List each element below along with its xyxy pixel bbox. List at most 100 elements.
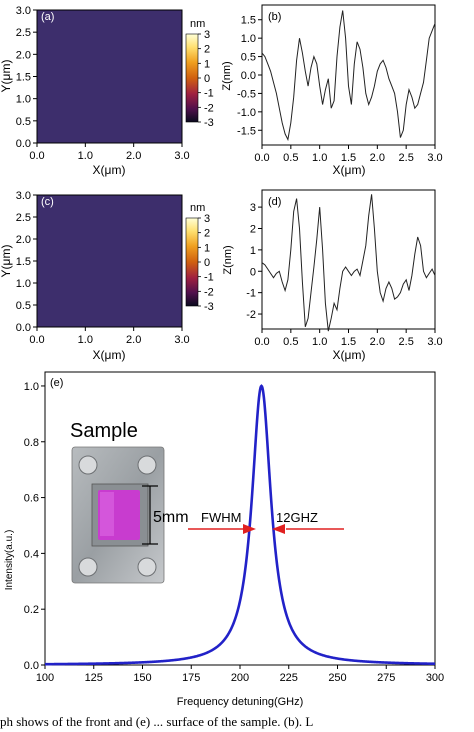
x-tick-label-b: 2.0 — [370, 152, 385, 164]
ylabel-b: Z(nm) — [221, 61, 233, 90]
x-tick-label-d: 1.5 — [341, 336, 356, 348]
ylabel-a: Y(μm) — [0, 60, 13, 93]
y-tick-label-c: 1.0 — [16, 278, 31, 290]
yticks-e: 0.0 0.2 0.4 0.6 0.8 1.0 — [24, 381, 45, 672]
colorbar-tick-label-a: -3 — [204, 117, 214, 129]
y-tick-label-d: -1 — [246, 288, 256, 300]
colorbar-unit-c: nm — [190, 202, 205, 214]
plot-frame-d — [261, 189, 436, 330]
y-tick-label-c: 0.0 — [16, 322, 31, 334]
xticks-d: 0.0 0.5 1.0 1.5 2.0 2.5 3.0 — [254, 329, 443, 348]
xlabel-c: X(μm) — [93, 348, 126, 362]
y-tick-label-b: -1.5 — [237, 125, 256, 137]
x-tick-label-a: 2.0 — [126, 150, 141, 162]
colorbar-tick-label-c: 1 — [204, 242, 210, 254]
dimension-label: 5mm — [153, 509, 189, 526]
sample-crystal-highlight — [100, 492, 114, 536]
y-tick-label-e: 0.2 — [24, 604, 39, 616]
xticks-c: 0.0 1.0 2.0 3.0 — [29, 327, 190, 346]
panel-e: (e) 100 125 150 175 200 225 250 275 300 0.00.20.… — [4, 371, 444, 708]
colorbar-tick-label-a: -1 — [204, 88, 214, 100]
colorbar-tick-label-a: 3 — [204, 29, 210, 41]
x-tick-label-e: 250 — [328, 672, 346, 684]
y-tick-label-c: 0.5 — [16, 300, 31, 312]
xlabel-d: X(μm) — [333, 348, 366, 362]
x-tick-label-d: 0.0 — [254, 336, 269, 348]
yticks-b: 1.5 1.0 0.5 0.0 -0.5 -1.0 -1.5 — [237, 15, 262, 137]
x-tick-label-e: 300 — [426, 672, 444, 684]
y-tick-label-c: 1.5 — [16, 256, 31, 268]
x-tick-label-e: 125 — [85, 672, 103, 684]
y-tick-label-b: 0.0 — [241, 70, 256, 82]
y-tick-label-c: 3.0 — [16, 190, 31, 202]
panel-label-a: (a) — [41, 11, 54, 23]
y-tick-label-a: 0.5 — [16, 116, 31, 128]
figure-caption: ph shows of the front and (e) ... surfac… — [0, 714, 314, 729]
xticks-b: 0.0 0.5 1.0 1.5 2.0 2.5 3.0 — [254, 145, 443, 164]
afm-image-c — [37, 195, 182, 327]
x-tick-label-d: 2.5 — [399, 336, 414, 348]
colorbar-tick-label-c: -2 — [204, 286, 214, 298]
x-tick-label-b: 0.5 — [283, 152, 298, 164]
x-tick-label-e: 100 — [36, 672, 54, 684]
sample-photo-inset — [71, 446, 165, 584]
x-tick-label-e: 225 — [280, 672, 298, 684]
x-tick-label-d: 2.0 — [370, 336, 385, 348]
fwhm-arrow-right-head — [272, 524, 285, 534]
y-tick-label-a: 1.0 — [16, 94, 31, 106]
x-tick-label-d: 1.0 — [312, 336, 327, 348]
x-tick-label-b: 2.5 — [399, 152, 414, 164]
colorbar-c — [185, 217, 199, 307]
xticks-e: 100 125 150 175 200 225 250 275 300 — [36, 665, 444, 684]
x-tick-label-e: 200 — [231, 672, 249, 684]
ylabel-c: Y(μm) — [0, 245, 13, 278]
x-tick-label-d: 3.0 — [427, 336, 442, 348]
x-tick-label-c: 0.0 — [29, 334, 44, 346]
lorentzian-curve-e — [44, 384, 436, 666]
x-tick-label-a: 0.0 — [29, 150, 44, 162]
xlabel-e: Frequency detuning(GHz) — [177, 696, 304, 708]
colorbar-ticks-c: 3 2 1 0 -1 -2 -3 — [198, 213, 214, 313]
xticks-a: 0.0 1.0 2.0 3.0 — [29, 143, 190, 162]
panel-label-d: (d) — [268, 196, 281, 208]
x-tick-label-a: 1.0 — [78, 150, 93, 162]
colorbar-tick-label-c: 3 — [204, 213, 210, 225]
panel-c: (c) 0.0 1.0 2.0 3.0 0.0 0.5 1.0 1.5 2.0 2.5 3.0 X… — [0, 190, 214, 362]
y-tick-label-a: 3.0 — [16, 5, 31, 17]
fwhm-label: FWHM — [201, 510, 241, 525]
profile-line-d — [261, 194, 436, 332]
y-tick-label-d: 3 — [250, 202, 256, 214]
plot-frame-b — [261, 4, 436, 146]
y-tick-label-d: 2 — [250, 223, 256, 235]
fwhm-arrow-left-head — [243, 524, 256, 534]
y-tick-label-a: 2.0 — [16, 49, 31, 61]
x-tick-label-b: 1.0 — [312, 152, 327, 164]
screw-bottom-right — [137, 557, 157, 577]
x-tick-label-d: 0.5 — [283, 336, 298, 348]
colorbar-tick-label-a: 0 — [204, 73, 210, 85]
y-tick-label-a: 1.5 — [16, 72, 31, 84]
y-tick-label-c: 2.5 — [16, 212, 31, 224]
screw-top-left — [78, 455, 98, 475]
y-tick-label-e: 0.8 — [24, 437, 39, 449]
fwhm-value-label: 12GHZ — [276, 510, 318, 525]
colorbar-tick-label-c: -3 — [204, 301, 214, 313]
profile-line-b — [261, 10, 436, 142]
y-tick-label-b: 1.5 — [241, 15, 256, 27]
x-tick-label-b: 0.0 — [254, 152, 269, 164]
y-tick-label-e: 0.0 — [24, 660, 39, 672]
y-tick-label-d: 0 — [250, 266, 256, 278]
y-tick-label-c: 2.0 — [16, 234, 31, 246]
colorbar-tick-label-c: -1 — [204, 272, 214, 284]
colorbar-tick-label-a: 2 — [204, 44, 210, 56]
x-tick-label-c: 2.0 — [126, 334, 141, 346]
y-tick-label-b: -1.0 — [237, 107, 256, 119]
colorbar-tick-label-c: 2 — [204, 228, 210, 240]
x-tick-label-e: 275 — [377, 672, 395, 684]
x-tick-label-a: 3.0 — [174, 150, 189, 162]
y-tick-label-b: 0.5 — [241, 52, 256, 64]
panel-label-c: (c) — [41, 196, 54, 208]
y-tick-label-a: 2.5 — [16, 27, 31, 39]
colorbar-ticks-a: 3 2 1 0 -1 -2 -3 — [198, 29, 214, 129]
yticks-a: 0.0 0.5 1.0 1.5 2.0 2.5 3.0 — [16, 5, 37, 150]
